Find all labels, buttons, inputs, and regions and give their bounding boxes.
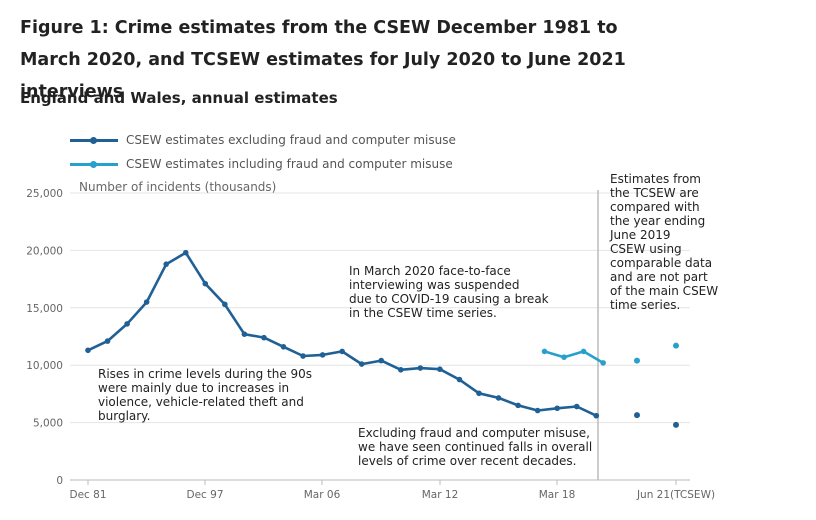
- x-tick-label: Mar 06: [304, 489, 341, 501]
- series-1-point: [600, 360, 606, 366]
- legend-swatch-including: [70, 160, 118, 168]
- series-1-tcsew-point: [634, 357, 640, 364]
- series-0-tcsew-point: [673, 421, 679, 428]
- annotation-march-2020-line: in the CSEW time series.: [349, 306, 497, 320]
- series-0-point: [534, 407, 541, 414]
- legend-swatch-excluding: [70, 136, 118, 144]
- annotation-tcsew-line: the year ending: [610, 214, 706, 228]
- series-0-point: [143, 299, 150, 305]
- annotation-fraud-line: Excluding fraud and computer misuse,: [358, 426, 590, 440]
- annotation-tcsew-line: and are not part: [610, 270, 708, 284]
- series-0-point: [222, 301, 228, 308]
- annotation-tcsew: Estimates from the TCSEW are compared with…: [610, 172, 718, 312]
- chart-subtitle: England and Wales, annual estimates: [20, 89, 338, 107]
- legend-label-excluding: CSEW estimates excluding fraud and compu…: [126, 133, 456, 147]
- annotation-nineties-line: were mainly due to increases in: [98, 381, 290, 395]
- series-0-point: [104, 338, 111, 344]
- series-1-point: [580, 348, 587, 355]
- x-tick-label: Mar 18: [539, 489, 576, 501]
- series-0-point: [593, 412, 600, 419]
- series-0-point: [437, 366, 443, 373]
- series-1-tcsew-point: [673, 342, 679, 349]
- y-axis-ticks: 0 5,000 10,000 15,000 20,000 25,000: [26, 188, 63, 487]
- y-tick-label: 25,000: [26, 188, 63, 200]
- annotation-tcsew-line: the TCSEW are: [610, 186, 699, 200]
- series-0-point: [476, 390, 482, 397]
- x-tick-label: Dec 97: [186, 489, 223, 501]
- annotation-fraud-line: levels of crime over recent decades.: [358, 454, 577, 468]
- annotation-tcsew-line: comparable data: [610, 256, 713, 270]
- legend-item-excluding: CSEW estimates excluding fraud and compu…: [70, 128, 456, 152]
- series-0-tcsew-point: [634, 412, 640, 419]
- series-0-point: [495, 395, 502, 401]
- annotation-nineties-line: burglary.: [98, 409, 151, 423]
- series-0-point: [378, 357, 385, 364]
- series-0-point: [300, 353, 306, 359]
- x-tick-label: Jun 21(TCSEW): [636, 489, 715, 501]
- series-0-point: [573, 403, 580, 410]
- legend-label-including: CSEW estimates including fraud and compu…: [126, 157, 453, 171]
- series-0-point: [85, 347, 91, 354]
- y-tick-label: 10,000: [26, 360, 63, 372]
- series-0-point: [163, 261, 169, 267]
- annotation-nineties: Rises in crime levels during the 90s were…: [98, 367, 312, 423]
- series-0-point: [241, 331, 248, 338]
- series-0-point: [398, 366, 404, 373]
- annotation-fraud: Excluding fraud and computer misuse, we h…: [358, 426, 592, 468]
- annotation-tcsew-line: Estimates from: [610, 172, 701, 186]
- series-0-point: [339, 348, 345, 355]
- annotation-fraud-line: we have seen continued falls in overall: [358, 440, 593, 454]
- annotation-march-2020-line: In March 2020 face-to-face: [349, 264, 511, 278]
- annotation-nineties-line: Rises in crime levels during the 90s: [98, 367, 313, 381]
- annotation-tcsew-line: June 2019: [610, 228, 671, 242]
- series-1-point: [561, 354, 567, 360]
- x-axis-ticks: Dec 81 Dec 97 Mar 06 Mar 12 Mar 18 Jun 21(TCS…: [69, 480, 715, 501]
- annotation-march-2020: In March 2020 face-to-face interviewing w…: [349, 264, 549, 320]
- annotation-tcsew-line: time series.: [610, 298, 681, 312]
- y-axis-label: Number of incidents (thousands): [79, 180, 276, 194]
- x-tick-label: Dec 81: [69, 489, 106, 501]
- x-tick-label: Mar 12: [422, 489, 459, 501]
- gridlines: [70, 192, 690, 481]
- annotation-tcsew-line: compared with: [610, 200, 700, 214]
- series-0-point: [515, 402, 521, 409]
- annotation-nineties-line: violence, vehicle-related theft and: [98, 395, 304, 409]
- y-tick-label: 5,000: [33, 418, 63, 430]
- chart-legend: CSEW estimates excluding fraud and compu…: [70, 128, 456, 176]
- series-0-point: [261, 334, 267, 341]
- series-0-point: [319, 352, 326, 358]
- series-line-1: [544, 350, 604, 365]
- annotation-tcsew-line: CSEW using: [610, 242, 682, 256]
- series-0-point: [417, 365, 424, 371]
- y-tick-label: 20,000: [26, 245, 63, 257]
- y-tick-label: 0: [56, 475, 63, 487]
- series-0-point: [182, 249, 189, 256]
- series-0-point: [202, 280, 209, 287]
- y-tick-label: 15,000: [26, 303, 63, 315]
- annotation-tcsew-line: of the main CSEW: [610, 284, 719, 298]
- series-0-point: [124, 321, 130, 327]
- series-group: [85, 249, 679, 428]
- legend-item-including: CSEW estimates including fraud and compu…: [70, 152, 456, 176]
- series-0-point: [456, 376, 463, 383]
- series-0-point: [554, 405, 560, 412]
- annotation-march-2020-line: due to COVID-19 causing a break: [349, 292, 549, 306]
- annotation-march-2020-line: interviewing was suspended: [349, 278, 520, 292]
- chart-title: Figure 1: Crime estimates from the CSEW …: [20, 18, 626, 102]
- series-1-point: [541, 348, 548, 355]
- series-0-point: [280, 344, 287, 350]
- series-0-point: [358, 361, 365, 367]
